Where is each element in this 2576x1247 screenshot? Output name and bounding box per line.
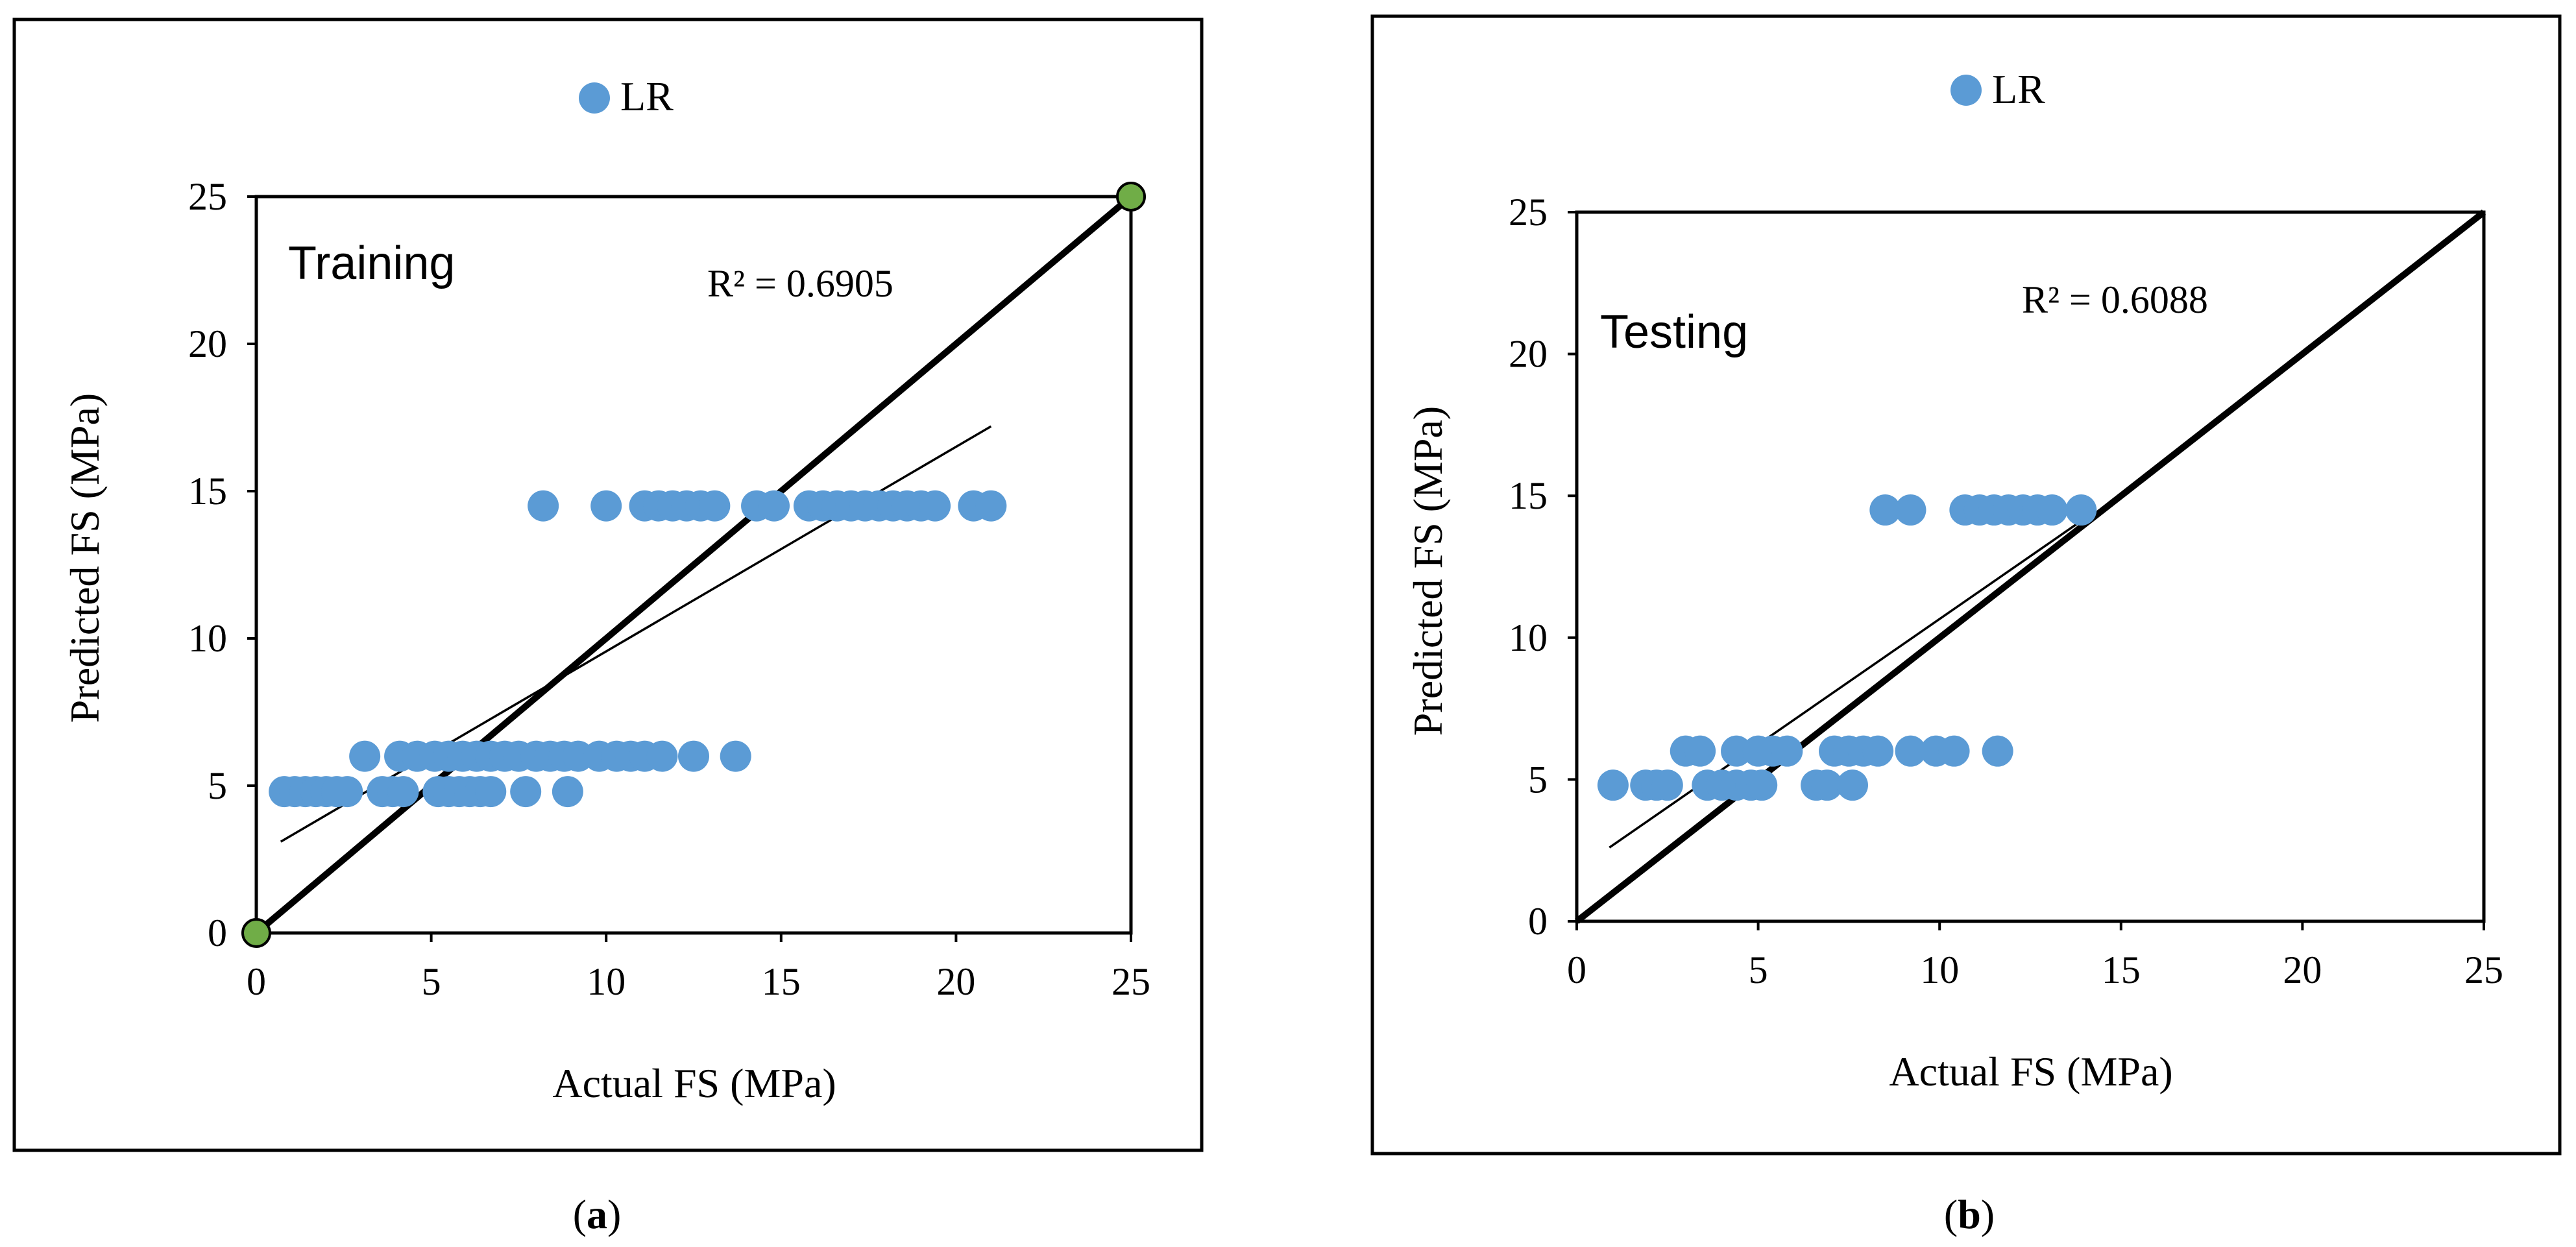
panel-b-x-axis-label: Actual FS (MPa) — [1889, 1048, 2172, 1095]
panel-a-x-tick-label: 15 — [762, 960, 801, 1003]
panel-a-caption-close: ) — [607, 1191, 621, 1237]
panel-b-r-squared: R² = 0.6088 — [2022, 278, 2208, 321]
panel-a-caption-open: ( — [573, 1191, 587, 1237]
panel-a-y-tick-label: 5 — [208, 764, 227, 807]
panel-b-data-point — [1651, 769, 1683, 801]
panel-b-legend-label: LR — [1992, 66, 2045, 112]
panel-a-data-point — [678, 740, 709, 772]
panel-b-caption-close: ) — [1981, 1191, 1995, 1237]
panel-a-x-axis-label: Actual FS (MPa) — [552, 1060, 836, 1106]
panel-b-data-point — [1746, 769, 1778, 801]
panel-a-frame — [12, 18, 1204, 1152]
panel-b-data-point — [2065, 494, 2097, 526]
panel-a-x-tick-label: 10 — [587, 960, 626, 1003]
panel-b-caption-open: ( — [1944, 1191, 1958, 1237]
panel-a-ideal-line — [254, 194, 1134, 936]
panel-a-data-point — [387, 776, 419, 808]
panel-a-legend-marker — [579, 82, 610, 114]
panel-b: LR 0 5 10 15 20 25 0 5 10 15 20 25 Testing R² = 0.6… — [1370, 14, 2562, 1237]
panel-b-ideal-line — [1574, 210, 2486, 924]
panel-b-legend-marker — [1950, 75, 1982, 106]
panel-b-data-point — [1597, 769, 1629, 801]
panel-b-x-tick-label: 25 — [2464, 949, 2503, 991]
panel-b-data-point — [2036, 494, 2068, 526]
panel-b-x-tick-label: 10 — [1920, 949, 1959, 991]
panel-a-y-axis-label: Predicted FS (MPa) — [62, 393, 108, 723]
panel-a-y-tick-label: 20 — [188, 322, 227, 365]
panel-b-data-point — [1811, 769, 1843, 801]
panel-a-region-label: Training — [288, 237, 455, 289]
panel-b-plot: 0 5 10 15 20 25 0 5 10 15 20 25 — [1509, 191, 2503, 991]
panel-b-data-point — [1771, 735, 1803, 767]
panel-b-region-label: Testing — [1600, 306, 1748, 358]
panel-a-data-point — [759, 490, 790, 522]
panel-a-data-point — [590, 490, 622, 522]
panel-b-plot-area — [1575, 210, 2486, 923]
panel-b-data-point — [1684, 735, 1716, 767]
panel-a-data-point — [720, 740, 751, 772]
panel-a-data-point — [919, 490, 951, 522]
panel-a-plot-area — [254, 195, 1133, 935]
panel-a-x-tick-label: 0 — [247, 960, 266, 1003]
panel-b-y-tick-label: 0 — [1528, 900, 1548, 943]
panel-a-x-tick-label: 5 — [422, 960, 441, 1003]
panel-b-frame — [1370, 14, 2562, 1156]
panel-a-data-point — [975, 490, 1007, 522]
panel-a-plot: 0 5 10 15 20 25 0 5 10 15 20 25 — [188, 175, 1150, 1003]
panel-a-legend-label: LR — [620, 73, 674, 119]
panel-a: LR 0 5 10 15 20 25 0 5 10 15 20 25 Training R² = 0.… — [12, 18, 1204, 1237]
panel-a-x-tick-label: 25 — [1112, 960, 1150, 1003]
panel-b-data-point — [1895, 494, 1926, 526]
panel-b-data-point — [1862, 735, 1894, 767]
panel-a-data-point — [510, 776, 542, 808]
panel-a-data-point — [699, 490, 731, 522]
panel-a-data-point — [528, 490, 559, 522]
panel-b-x-tick-label: 0 — [1567, 949, 1586, 991]
panel-b-x-tick-label: 20 — [2283, 949, 2322, 991]
panel-b-y-tick-label: 20 — [1509, 333, 1548, 376]
panel-b-trendline — [1609, 517, 2085, 849]
panel-b-caption-letter: b — [1958, 1191, 1981, 1237]
panel-a-data-point — [475, 776, 507, 808]
panel-b-data-point — [1721, 735, 1753, 767]
panel-b-data-point — [1938, 735, 1970, 767]
panel-b-x-tick-label: 15 — [2102, 949, 2141, 991]
panel-b-y-tick-label: 10 — [1509, 616, 1548, 659]
panel-a-y-tick-label: 15 — [188, 470, 227, 513]
panel-b-data-point — [1836, 769, 1868, 801]
panel-b-data-point — [1982, 735, 2013, 767]
panel-b-x-tick-label: 5 — [1749, 949, 1768, 991]
panel-a-y-tick-label: 10 — [188, 617, 227, 660]
panel-a-r-squared: R² = 0.6905 — [707, 262, 893, 305]
panel-b-y-tick-label: 15 — [1509, 474, 1548, 517]
panel-b-caption: (b) — [1944, 1191, 1995, 1237]
panel-b-y-axis-label: Predicted FS (MPa) — [1405, 406, 1451, 736]
panel-b-y-tick-label: 25 — [1509, 191, 1548, 234]
panel-a-caption-letter: a — [587, 1191, 607, 1237]
panel-b-y-tick-label: 5 — [1528, 758, 1548, 801]
panel-a-ideal-endpoint-marker — [241, 918, 271, 948]
panel-a-data-point — [349, 740, 381, 772]
panel-a-caption: (a) — [573, 1191, 622, 1237]
panel-b-legend: LR — [1950, 66, 2045, 112]
panel-a-legend: LR — [579, 73, 674, 119]
panel-b-data-point — [1895, 735, 1926, 767]
panel-a-ideal-endpoint-marker — [1116, 182, 1146, 212]
panel-a-x-tick-label: 20 — [936, 960, 975, 1003]
panel-b-data-point — [1869, 494, 1901, 526]
panel-a-data-point — [552, 776, 583, 808]
panel-a-data-point — [332, 776, 363, 808]
panel-a-y-tick-label: 0 — [208, 912, 227, 954]
panel-a-y-tick-label: 25 — [188, 175, 227, 218]
panel-a-data-point — [646, 740, 678, 772]
